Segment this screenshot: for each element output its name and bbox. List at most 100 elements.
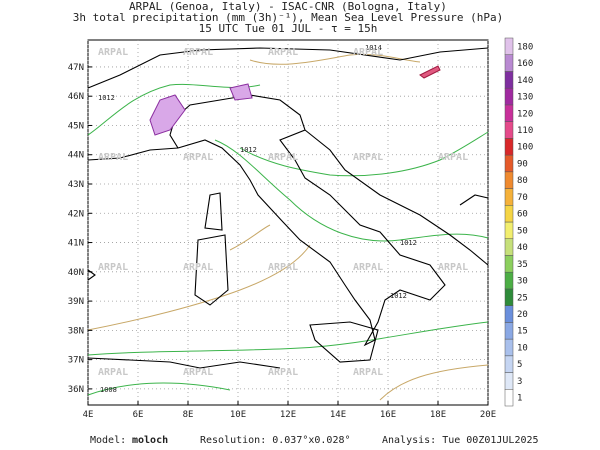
colorbar-swatch <box>504 121 514 139</box>
watermark: ARPAL <box>268 152 298 163</box>
watermark: ARPAL <box>183 47 213 58</box>
colorbar-swatch <box>504 205 514 223</box>
watermark: ARPAL <box>438 262 468 273</box>
colorbar-swatch <box>504 104 514 122</box>
colorbar-swatch <box>504 87 514 106</box>
watermark: ARPAL <box>183 262 213 273</box>
colorbar-swatch <box>504 305 514 323</box>
colorbar-swatch <box>504 188 514 206</box>
watermark: ARPAL <box>353 152 383 163</box>
colorbar-swatch <box>504 255 514 273</box>
colorbar-swatch <box>504 54 514 72</box>
watermark: ARPAL <box>268 262 298 273</box>
colorbar-label: 60 <box>517 210 528 220</box>
lat-tick-label: 41N <box>68 239 84 249</box>
colorbar-swatch <box>504 355 514 373</box>
lon-tick-label: 20E <box>480 410 496 420</box>
lat-tick-label: 46N <box>68 92 84 102</box>
coastlines <box>87 47 489 369</box>
watermark: ARPAL <box>98 367 128 378</box>
colorbar-label: 30 <box>517 277 528 287</box>
isobar-label: 1012 <box>240 146 257 154</box>
lon-tick-label: 18E <box>430 410 446 420</box>
colorbar-swatch <box>504 71 514 89</box>
title-line: ARPAL (Genoa, Italy) - ISAC-CNR (Bologna… <box>129 0 447 13</box>
colorbar-label: 3 <box>517 377 522 387</box>
watermark: ARPAL <box>353 262 383 273</box>
colorbar-label: 5 <box>517 360 522 370</box>
isobar-label: 1012 <box>98 94 115 102</box>
isobars <box>87 53 489 401</box>
colorbar-swatch <box>504 389 514 407</box>
colorbar-label: 1 <box>517 394 522 404</box>
watermark: ARPAL <box>183 367 213 378</box>
colorbar-label: 140 <box>517 76 533 86</box>
colorbar: 1351015202530354050607080901001101201301… <box>504 37 533 407</box>
colorbar-swatch <box>504 37 514 55</box>
watermark: ARPAL <box>98 47 128 58</box>
colorbar-swatch <box>504 171 514 189</box>
isobar-label: 1012 <box>400 239 417 247</box>
watermark: ARPAL <box>353 47 383 58</box>
colorbar-swatch <box>504 154 514 173</box>
colorbar-swatch <box>504 372 514 390</box>
lon-tick-label: 14E <box>330 410 346 420</box>
colorbar-label: 90 <box>517 159 528 169</box>
colorbar-label: 70 <box>517 193 528 203</box>
graticule <box>87 40 489 405</box>
watermark: ARPAL <box>353 367 383 378</box>
watermark: ARPAL <box>183 152 213 163</box>
footer-model-label: Model: <box>90 435 126 446</box>
lat-tick-label: 45N <box>68 121 84 131</box>
lat-tick-label: 38N <box>68 326 84 336</box>
colorbar-label: 15 <box>517 327 528 337</box>
colorbar-swatch <box>504 221 514 239</box>
colorbar-swatch <box>504 238 514 256</box>
lon-tick-label: 10E <box>230 410 246 420</box>
colorbar-label: 35 <box>517 260 528 270</box>
colorbar-label: 160 <box>517 59 533 69</box>
lon-tick-label: 4E <box>83 410 94 420</box>
precipitation-patches <box>149 65 441 136</box>
colorbar-label: 40 <box>517 243 528 253</box>
lat-tick-label: 39N <box>68 297 84 307</box>
lon-tick-label: 6E <box>133 410 144 420</box>
isobar-label: 1014 <box>365 44 382 52</box>
colorbar-swatch <box>504 322 514 340</box>
watermark: ARPAL <box>98 152 128 163</box>
colorbar-label: 130 <box>517 93 533 103</box>
watermark: ARPAL <box>438 152 468 163</box>
colorbar-label: 80 <box>517 176 528 186</box>
lon-tick-label: 12E <box>280 410 296 420</box>
colorbar-swatch <box>504 288 514 306</box>
lat-tick-label: 43N <box>68 180 84 190</box>
colorbar-label: 120 <box>517 109 533 119</box>
map-frame <box>87 39 489 406</box>
watermark: ARPAL <box>98 262 128 273</box>
lat-tick-label: 36N <box>68 385 84 395</box>
lat-tick-label: 42N <box>68 209 84 219</box>
colorbar-swatch <box>504 271 514 290</box>
lon-tick-label: 16E <box>380 410 396 420</box>
colorbar-label: 25 <box>517 293 528 303</box>
isobar-label: 1008 <box>100 386 117 394</box>
footer-model: moloch <box>132 435 168 446</box>
colorbar-swatch <box>504 138 514 156</box>
colorbar-label: 180 <box>517 42 533 52</box>
colorbar-label: 110 <box>517 126 533 136</box>
lat-tick-label: 37N <box>68 356 84 366</box>
watermark: ARPAL <box>268 47 298 58</box>
lat-tick-label: 47N <box>68 63 84 73</box>
title-line: 3h total precipitation (mm (3h)⁻¹), Mean… <box>73 11 503 24</box>
lon-tick-label: 8E <box>183 410 194 420</box>
colorbar-label: 100 <box>517 143 533 153</box>
lat-tick-label: 44N <box>68 151 84 161</box>
watermark: ARPAL <box>268 367 298 378</box>
colorbar-label: 50 <box>517 226 528 236</box>
lat-tick-label: 40N <box>68 268 84 278</box>
colorbar-swatch <box>504 338 514 357</box>
footer-analysis: Analysis: Tue 00Z01JUL2025 <box>382 435 539 446</box>
title-line: 15 UTC Tue 01 JUL - τ = 15h <box>199 22 378 35</box>
colorbar-label: 20 <box>517 310 528 320</box>
